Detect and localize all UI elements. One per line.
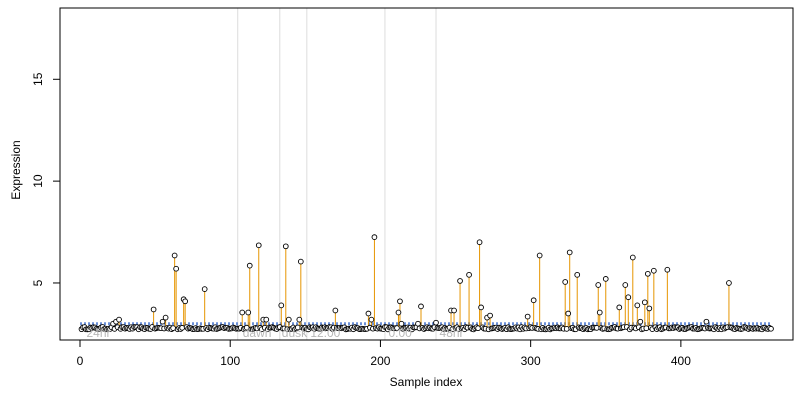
data-point	[478, 304, 484, 311]
data-point	[641, 299, 648, 306]
data-point	[201, 286, 208, 292]
time-annotation-label: 24hr	[87, 326, 111, 340]
data-point	[179, 324, 185, 331]
data-point	[395, 309, 402, 316]
data-point	[371, 234, 378, 240]
data-point	[646, 305, 653, 312]
y-tick-label: 5	[31, 279, 45, 286]
data-point	[703, 318, 710, 325]
data-point	[530, 297, 537, 304]
y-axis: 5 10 15	[31, 72, 61, 286]
data-point	[563, 326, 570, 332]
data-point	[368, 316, 375, 323]
data-point	[397, 298, 403, 305]
x-tick-label: 300	[521, 354, 541, 368]
data-point	[297, 258, 304, 265]
x-tick-label: 0	[77, 354, 84, 368]
data-point	[182, 298, 189, 305]
data-point	[239, 309, 246, 316]
data-point	[562, 279, 569, 285]
data-point	[602, 276, 609, 282]
data-point	[457, 278, 463, 284]
data-point	[637, 318, 644, 325]
data-point	[487, 312, 493, 319]
time-annotation-label: dusk	[282, 326, 308, 340]
time-annotation-label: 48hr	[440, 326, 464, 340]
data-point	[116, 316, 122, 323]
data-point	[296, 316, 303, 323]
data-point	[565, 310, 572, 317]
data-point	[768, 325, 774, 332]
data-point	[629, 254, 636, 261]
data-point	[418, 303, 424, 310]
data-point	[566, 249, 573, 256]
data-point	[475, 325, 481, 332]
x-tick-label: 400	[671, 354, 691, 368]
data-point	[644, 270, 651, 277]
data-point	[466, 271, 472, 278]
data-point	[476, 239, 483, 246]
data-point	[625, 294, 632, 301]
plot-frame	[59, 7, 794, 341]
data-point	[173, 265, 179, 272]
data-point	[664, 266, 671, 273]
data-point	[433, 319, 439, 326]
y-tick-label: 10	[31, 174, 45, 188]
data-point	[162, 314, 169, 321]
x-axis-label: Sample index	[390, 375, 463, 389]
x-tick-label: 200	[370, 354, 390, 368]
data-point	[246, 262, 253, 269]
data-point	[634, 302, 641, 309]
data-point	[282, 243, 289, 250]
time-annotation-label: 12:00	[310, 326, 340, 340]
data-point	[245, 309, 252, 316]
data-point	[726, 280, 732, 286]
data-point	[263, 316, 270, 323]
data-point	[278, 302, 285, 309]
data-point	[332, 307, 339, 314]
data-point	[171, 252, 178, 259]
y-tick-label: 15	[31, 72, 45, 86]
data-point	[616, 304, 623, 311]
data-points	[78, 234, 774, 333]
y-axis-label: Expression	[9, 140, 23, 199]
data-point	[394, 325, 400, 331]
data-point	[415, 320, 421, 327]
data-point	[365, 310, 372, 317]
x-axis: 0 100 200 300 400	[77, 339, 691, 368]
data-point	[536, 252, 543, 259]
data-point	[451, 307, 457, 314]
data-point	[650, 267, 657, 274]
data-point	[595, 282, 602, 288]
data-point	[574, 271, 581, 278]
data-point	[596, 309, 603, 316]
data-point	[170, 325, 176, 331]
data-point	[524, 313, 531, 320]
data-point	[398, 320, 405, 327]
x-tick-label: 100	[220, 354, 240, 368]
peak-stems	[118, 237, 730, 327]
data-point	[255, 242, 262, 249]
data-point	[150, 306, 157, 313]
data-point	[285, 316, 292, 323]
data-point	[643, 325, 650, 332]
data-point	[622, 282, 629, 288]
vertical-guide-lines	[237, 8, 437, 340]
data-point	[159, 318, 166, 325]
time-annotation-label: 0:00	[388, 326, 412, 340]
time-annotation-label: dawn	[243, 326, 272, 340]
annotations: 24hr dawn dusk 12:00 0:00 48hr	[87, 326, 464, 340]
